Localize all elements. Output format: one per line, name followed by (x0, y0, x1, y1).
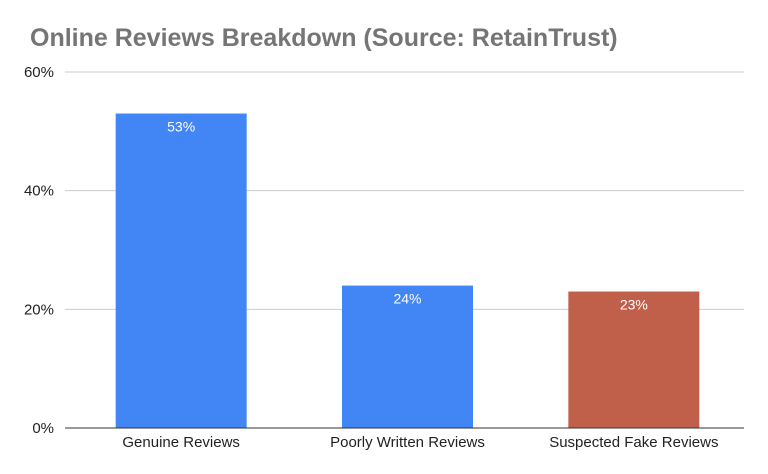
data-label: 24% (393, 291, 421, 307)
data-labels: 53% 24% 23% (167, 119, 648, 313)
bars (115, 113, 700, 429)
chart-title: Online Reviews Breakdown (Source: Retain… (30, 24, 618, 52)
x-tick-label: Poorly Written Reviews (330, 434, 485, 451)
x-tick-label: Genuine Reviews (122, 434, 240, 451)
y-tick-label: 20% (24, 301, 54, 318)
y-tick-label: 0% (32, 420, 54, 437)
y-tick-label: 60% (24, 64, 54, 81)
data-label: 23% (620, 297, 648, 313)
x-tick-label: Suspected Fake Reviews (549, 434, 718, 451)
bar (568, 291, 700, 428)
data-label: 53% (167, 119, 195, 135)
x-axis: Genuine Reviews Poorly Written Reviews Sus… (65, 427, 744, 451)
bar (115, 113, 247, 429)
y-tick-label: 40% (24, 183, 54, 200)
bar (342, 285, 473, 428)
y-axis: 0% 20% 40% 60% (24, 64, 54, 437)
